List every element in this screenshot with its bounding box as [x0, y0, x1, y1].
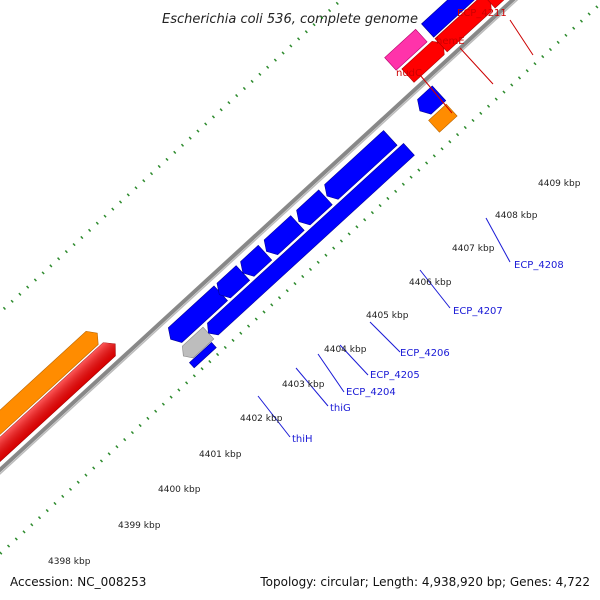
gene-ECP_4207-upper[interactable] — [292, 189, 333, 229]
map-tracks — [0, 0, 600, 577]
gene-reverse-long[interactable] — [203, 142, 415, 339]
label-nudC: nudC — [396, 68, 422, 79]
inner-tick-ring — [0, 0, 600, 577]
tick-label-4400: 4400 kbp — [158, 485, 201, 495]
label-ECP_4207: ECP_4207 — [453, 306, 503, 317]
label-thiH: thiH — [292, 434, 313, 445]
tick-label-4399: 4399 kbp — [118, 521, 161, 531]
reverse-strand-track — [167, 85, 458, 369]
accession-text: Accession: NC_008253 — [10, 575, 146, 589]
gene-ECP_4207b-upper[interactable] — [320, 130, 398, 204]
gene-thiH[interactable] — [189, 341, 217, 369]
gene-forward-hemE-region[interactable] — [434, 0, 497, 53]
topology-text: Topology: circular; Length: 4,938,920 bp… — [259, 575, 590, 589]
label-ECP_4205: ECP_4205 — [370, 370, 420, 381]
label-ECP_4211: ECP_4211 — [457, 8, 507, 19]
tick-label-4402: 4402 kbp — [240, 414, 283, 424]
gene-ECP_4206-upper[interactable] — [260, 215, 305, 259]
tick-label-4398: 4398 kbp — [48, 557, 91, 567]
gene-pink-nudC[interactable] — [384, 28, 428, 71]
gene-orange-long[interactable] — [0, 327, 103, 511]
gene-forward-nudC-region[interactable] — [401, 37, 450, 83]
backbone-line — [0, 0, 586, 531]
tick-label-4406: 4406 kbp — [409, 278, 452, 288]
tick-label-4404: 4404 kbp — [324, 345, 367, 355]
forward-strand-track — [0, 0, 525, 526]
tick-label-4408: 4408 kbp — [495, 211, 538, 221]
map-title: Escherichia coli 536, complete genome — [162, 12, 418, 27]
top-label-leaders — [419, 19, 534, 114]
upper-feature-track — [0, 0, 489, 511]
bottom-label-leaders — [257, 217, 511, 438]
top-gene-labels: ECP_4211 hemE nudC — [396, 8, 507, 79]
tick-label-4403: 4403 kbp — [282, 380, 325, 390]
gene-ECP_4205-upper[interactable] — [236, 244, 273, 280]
gene-blue-hemE[interactable] — [421, 0, 489, 38]
scale-tick-labels: 4398 kbp 4399 kbp 4400 kbp 4401 kbp 4402… — [48, 179, 581, 567]
gene-forward-ECP_4211-region[interactable] — [482, 0, 525, 9]
label-hemE: hemE — [436, 36, 465, 47]
gene-ECP_4208-upper[interactable] — [413, 85, 447, 118]
tick-label-4407: 4407 kbp — [452, 244, 495, 254]
bottom-gene-labels: ECP_4208 ECP_4207 ECP_4206 ECP_4205 ECP_… — [292, 260, 564, 445]
label-ECP_4206: ECP_4206 — [400, 348, 450, 359]
label-thiG: thiG — [330, 403, 351, 414]
tick-label-4401: 4401 kbp — [199, 450, 242, 460]
tick-label-4405: 4405 kbp — [366, 311, 409, 321]
tick-label-4409: 4409 kbp — [538, 179, 581, 189]
label-ECP_4208: ECP_4208 — [514, 260, 564, 271]
label-ECP_4204: ECP_4204 — [346, 387, 396, 398]
